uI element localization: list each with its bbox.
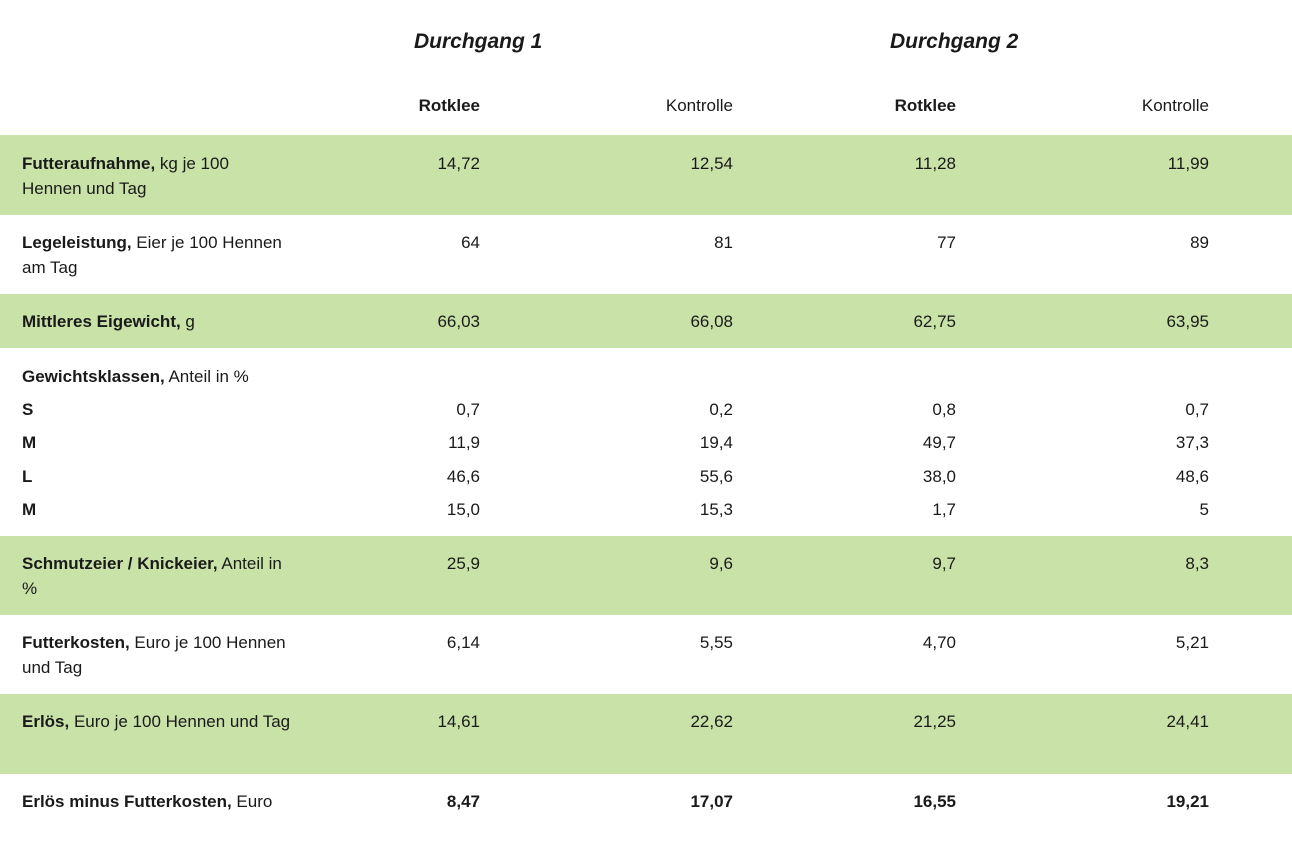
cell-value: 0,2: [709, 400, 733, 419]
subrow-m: M 11,9 19,4 49,7 37,3: [0, 426, 1292, 459]
cell-value: 37,3: [1175, 433, 1209, 452]
cell-value: 11,28: [914, 154, 956, 173]
row-label-unit: Anteil in %: [164, 367, 249, 386]
cell-value: 63,95: [1166, 312, 1209, 331]
row-label-bold: Schmutzeier / Knickeier,: [22, 554, 218, 573]
row-label: Mittleres Eigewicht, g: [22, 309, 292, 334]
row-label-bold: Erlös minus Futterkosten,: [22, 792, 232, 811]
cell-value: 22,62: [690, 712, 733, 731]
cell-value: 38,0: [922, 467, 956, 486]
table-row-erloes: Erlös, Euro je 100 Hennen und Tag 14,61 …: [0, 694, 1292, 774]
cell-value: 12,54: [690, 154, 733, 173]
cell-value: 48,6: [1175, 467, 1209, 486]
subrow-label: L: [22, 467, 33, 486]
cell-value: 5,21: [1175, 633, 1209, 652]
row-label-unit: Euro: [231, 792, 273, 811]
table-row-erloes-minus-futterkosten: Erlös minus Futterkosten, Euro 8,47 17,0…: [0, 774, 1292, 834]
row-label-unit: g: [180, 312, 195, 331]
cell-value: 1,7: [932, 500, 956, 519]
col-header-kontrolle-1: Kontrolle: [665, 96, 733, 115]
cell-value: 0,7: [1185, 400, 1209, 419]
cell-value: 21,25: [913, 712, 956, 731]
group-header-durchgang-1: Durchgang 1: [414, 30, 543, 53]
cell-value: 11,99: [1167, 154, 1209, 173]
col-header-rotklee-2: Rotklee: [894, 96, 956, 115]
row-label: Legeleistung, Eier je 100 Hennen am Tag: [22, 230, 292, 280]
row-label: Futteraufnahme, kg je 100 Hennen und Tag: [22, 151, 292, 201]
cell-value: 46,6: [446, 467, 480, 486]
cell-value: 19,4: [699, 433, 733, 452]
subrow-label: M: [22, 500, 37, 519]
cell-value: 9,7: [932, 554, 956, 573]
cell-value: 55,6: [699, 467, 733, 486]
row-label-bold: Mittleres Eigewicht,: [22, 312, 181, 331]
col-header-kontrolle-2: Kontrolle: [1141, 96, 1209, 115]
row-label: Futterkosten, Euro je 100 Hennen und Tag: [22, 630, 292, 680]
row-label: Erlös minus Futterkosten, Euro: [22, 789, 292, 814]
cell-value: 11,9: [448, 433, 480, 452]
row-label-unit: Euro je 100 Hennen und Tag: [22, 633, 286, 677]
row-label-unit: Anteil in %: [22, 554, 282, 598]
cell-value: 16,55: [913, 792, 956, 811]
row-label-unit: Eier je 100 Hennen am Tag: [22, 233, 282, 277]
cell-value: 5: [1199, 500, 1209, 519]
subrow-l: L 46,6 55,6 38,0 48,6: [0, 460, 1292, 493]
cell-value: 0,7: [456, 400, 480, 419]
row-label: Erlös, Euro je 100 Hennen und Tag: [22, 709, 292, 734]
cell-value: 17,07: [690, 792, 733, 811]
cell-value: 4,70: [922, 633, 956, 652]
row-label-bold: Erlös,: [22, 712, 70, 731]
table-row-futteraufnahme: Futteraufnahme, kg je 100 Hennen und Tag…: [0, 135, 1292, 215]
cell-value: 66,08: [690, 312, 733, 331]
col-header-rotklee-1: Rotklee: [418, 96, 480, 115]
table-row-schmutzeier-knickeier: Schmutzeier / Knickeier, Anteil in % 25,…: [0, 536, 1292, 615]
row-label-bold: Futterkosten,: [22, 633, 130, 652]
cell-value: 9,6: [709, 554, 733, 573]
cell-value: 77: [937, 233, 956, 252]
cell-value: 66,03: [437, 312, 480, 331]
cell-value: 15,0: [446, 500, 480, 519]
subrow-label: S: [22, 400, 34, 419]
cell-value: 14,72: [437, 154, 480, 173]
cell-value: 8,47: [446, 792, 480, 811]
subrow-s: S 0,7 0,2 0,8 0,7: [0, 393, 1292, 426]
cell-value: 6,14: [446, 633, 480, 652]
row-label-bold: Futteraufnahme,: [22, 154, 156, 173]
row-label-bold: Gewichtsklassen,: [22, 367, 165, 386]
cell-value: 81: [714, 233, 733, 252]
table-row-legeleistung: Legeleistung, Eier je 100 Hennen am Tag …: [0, 215, 1292, 294]
group-header-durchgang-2: Durchgang 2: [890, 30, 1019, 53]
table-row-gewichtsklassen: Gewichtsklassen, Anteil in % S 0,7 0,2 0…: [0, 348, 1292, 536]
cell-value: 5,55: [699, 633, 733, 652]
row-label: Schmutzeier / Knickeier, Anteil in %: [22, 551, 292, 601]
cell-value: 14,61: [437, 712, 480, 731]
row-label: Gewichtsklassen, Anteil in %: [22, 364, 292, 389]
cell-value: 15,3: [699, 500, 733, 519]
cell-value: 49,7: [922, 433, 956, 452]
cell-value: 24,41: [1166, 712, 1209, 731]
table-row-mittleres-eigewicht: Mittleres Eigewicht, g 66,03 66,08 62,75…: [0, 294, 1292, 348]
table-row-futterkosten: Futterkosten, Euro je 100 Hennen und Tag…: [0, 615, 1292, 694]
cell-value: 8,3: [1185, 554, 1209, 573]
cell-value: 19,21: [1166, 792, 1209, 811]
subrow-label: M: [22, 433, 37, 452]
cell-value: 64: [461, 233, 480, 252]
cell-value: 0,8: [932, 400, 956, 419]
cell-value: 89: [1190, 233, 1209, 252]
row-label-unit: Euro je 100 Hennen und Tag: [69, 712, 291, 731]
cell-value: 62,75: [913, 312, 956, 331]
row-label-bold: Legeleistung,: [22, 233, 132, 252]
row-label-unit: kg je 100 Hennen und Tag: [22, 154, 229, 198]
cell-value: 25,9: [446, 554, 480, 573]
subrow-m-2: M 15,0 15,3 1,7 5: [0, 493, 1292, 526]
